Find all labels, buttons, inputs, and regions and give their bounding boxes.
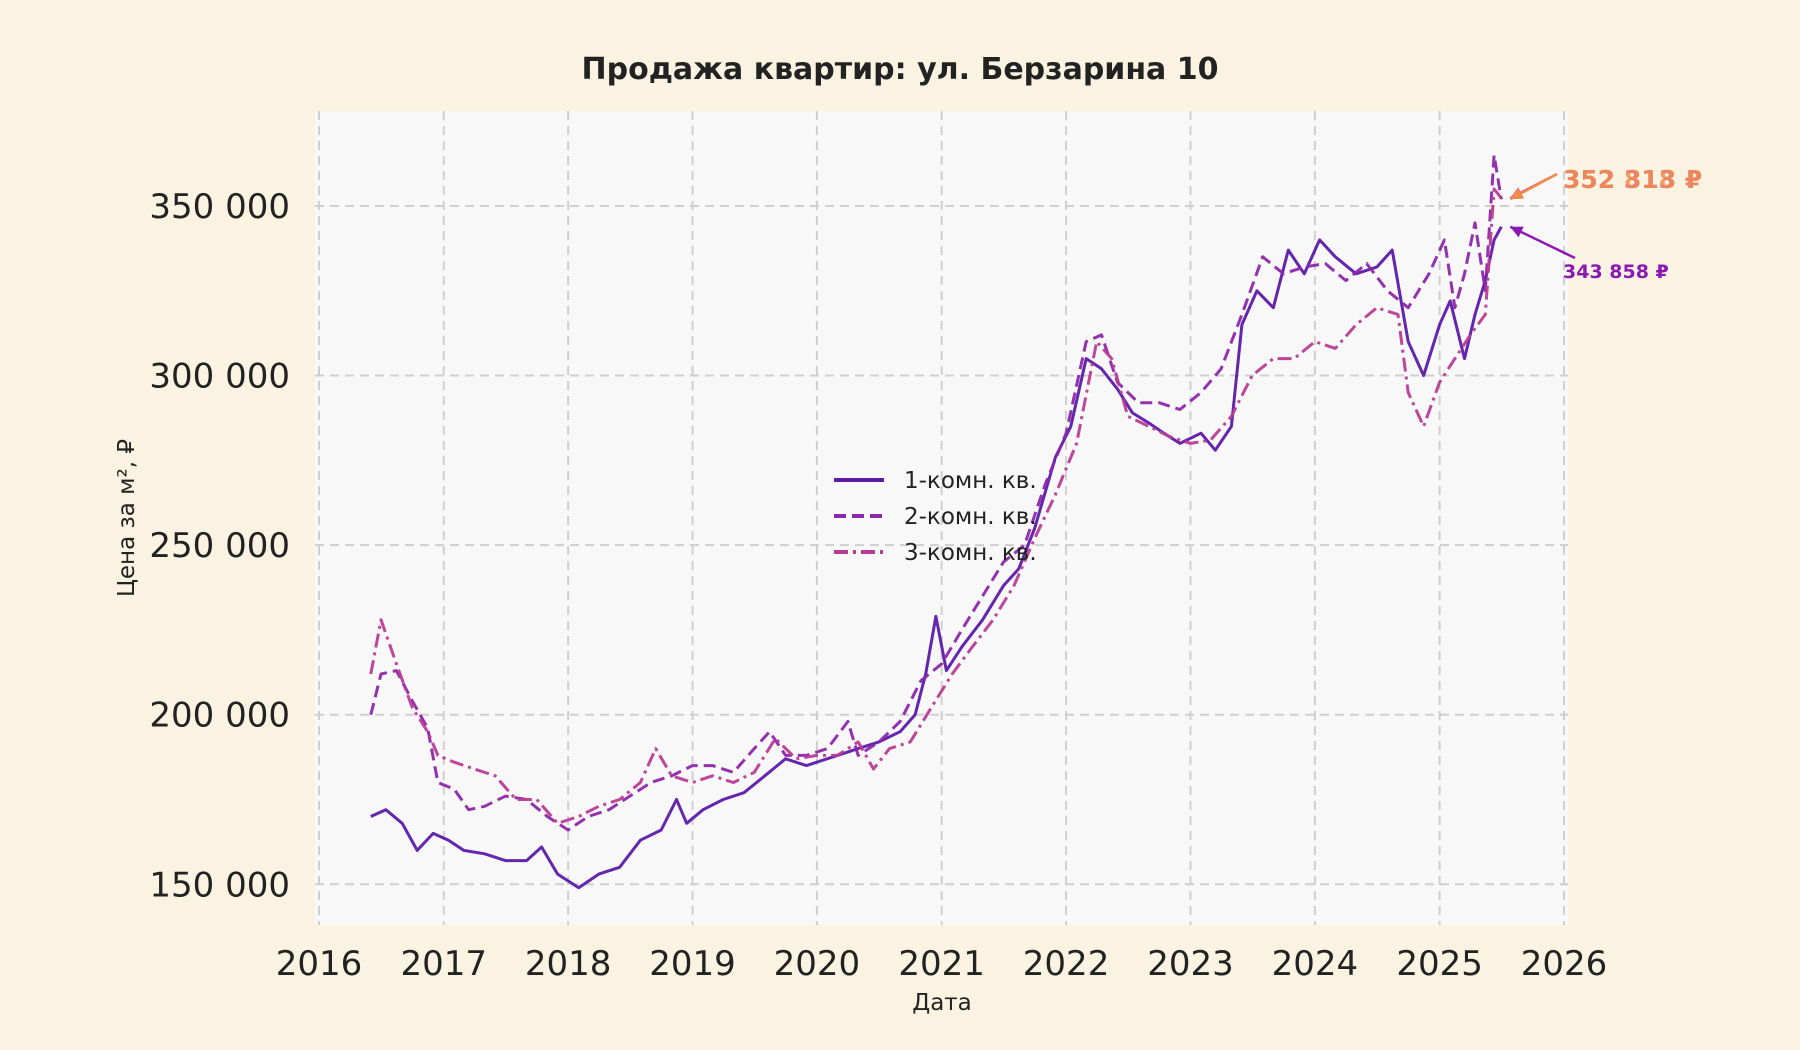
x-tick-label: 2020 (774, 944, 861, 984)
legend-label: 2-комн. кв. (904, 504, 1037, 530)
annotation-arrowhead (1510, 226, 1524, 238)
legend-label: 3-комн. кв. (904, 540, 1037, 566)
x-axis-label: Дата (912, 990, 972, 1016)
x-tick-label: 2023 (1147, 944, 1234, 984)
annotation-label: 343 858 ₽ (1563, 261, 1669, 283)
x-tick-label: 2025 (1396, 944, 1483, 984)
x-tick-label: 2016 (276, 944, 363, 984)
y-tick-label: 150 000 (149, 865, 290, 905)
x-tick-label: 2024 (1272, 944, 1359, 984)
x-tick-label: 2021 (898, 944, 985, 984)
y-tick-label: 250 000 (149, 526, 290, 566)
x-tick-label: 2022 (1023, 944, 1110, 984)
y-tick-label: 350 000 (149, 187, 290, 227)
legend: 1-комн. кв. 2-комн. кв. 3-комн. кв. (834, 468, 1037, 566)
annotation-label: 352 313 ₽ (1563, 165, 1702, 194)
annotation-arrowhead (1510, 188, 1524, 200)
x-tick-label: 2026 (1521, 944, 1608, 984)
annotations: 343 858 ₽ 352 313 ₽352 818 ₽ (1509, 165, 1702, 283)
x-tick-label: 2017 (400, 944, 487, 984)
series-line (369, 187, 1503, 825)
y-tick-label: 200 000 (149, 696, 290, 736)
x-tick-label: 2019 (649, 944, 736, 984)
chart-title: Продажа квартир: ул. Берзарина 10 (582, 52, 1219, 87)
legend-label: 1-комн. кв. (904, 468, 1037, 494)
annotation-label: 352 818 ₽ (1563, 165, 1702, 194)
x-tick-label: 2018 (525, 944, 612, 984)
series-line (369, 153, 1503, 832)
tick-labels: 2016 2017 2018 2019 2020 2021 2022 2023 2024 2025… (149, 187, 1607, 984)
series-lines (369, 153, 1503, 890)
y-tick-label: 300 000 (149, 357, 290, 397)
series-line (370, 226, 1503, 890)
y-axis-label: Цена за м², ₽ (114, 439, 140, 597)
grid (315, 111, 1568, 925)
